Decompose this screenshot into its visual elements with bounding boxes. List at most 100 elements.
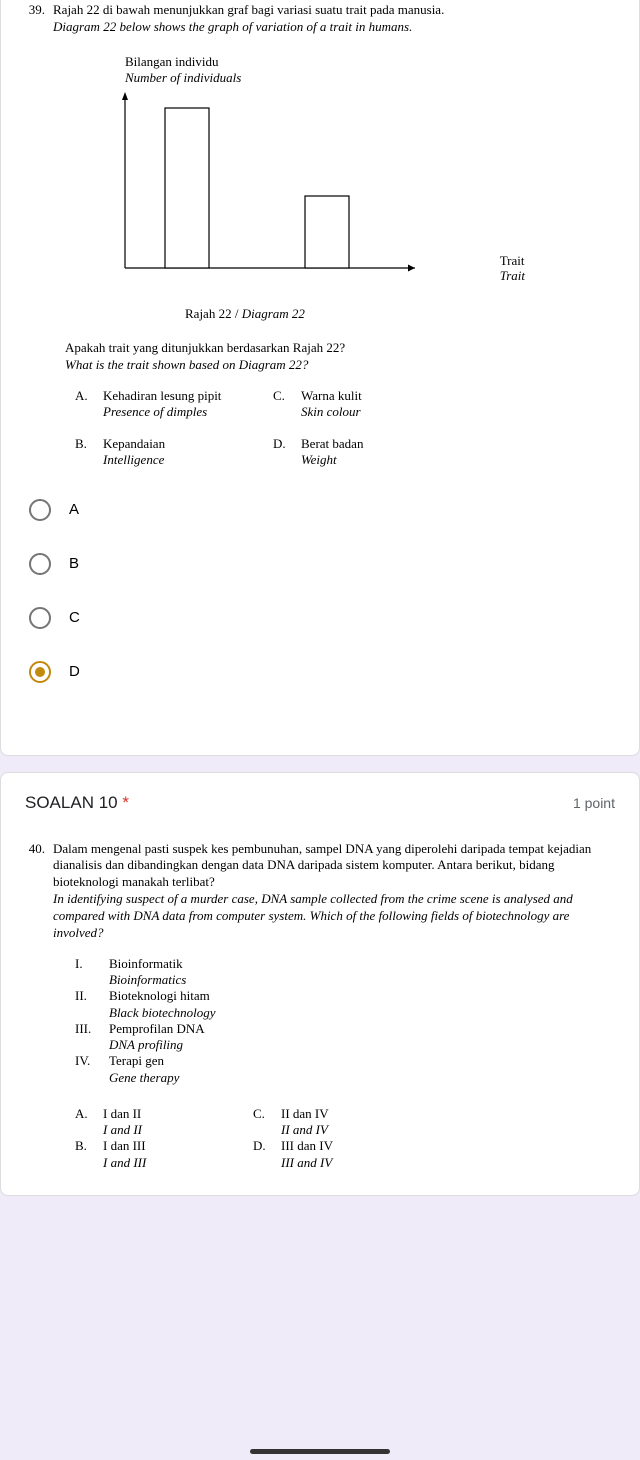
radio-label-d: D [69,663,80,680]
q40-option-table: A. I dan II I and II C. II dan IV II and… [75,1106,615,1171]
y-axis-arrow [122,92,128,100]
q40-opt-D-my: III dan IV [281,1138,333,1153]
radio-label-c: C [69,609,80,626]
points-label: 1 point [573,795,615,811]
opt-C-text: Warna kulit Skin colour [301,388,471,421]
section-title: SOALAN 10 * [25,793,129,813]
chart-y-label-my: Bilangan individu [125,54,219,69]
bar-2 [305,196,349,268]
q40-opt-B-label: B. [75,1138,103,1171]
list-item-iii: III. Pemprofilan DNA DNA profiling [75,1021,615,1054]
section-header: SOALAN 10 * 1 point [25,793,615,813]
q39-header: 39. Rajah 22 di bawah menunjukkan graf b… [25,2,615,36]
list-iii-en: DNA profiling [109,1037,205,1053]
list-ii-my: Bioteknologi hitam [109,988,210,1003]
radio-option-c[interactable]: C [29,607,615,629]
bar-1 [165,108,209,268]
chart-y-label: Bilangan individu Number of individuals [125,54,615,86]
radio-circle-a [29,499,51,521]
chart-caption: Rajah 22 / Diagram 22 [185,306,615,322]
list-iv-my: Terapi gen [109,1053,164,1068]
q40-opt-A-en: I and II [103,1122,253,1138]
q40-opt-D-en: III and IV [281,1155,431,1171]
q39-option-table: A. Kehadiran lesung pipit Presence of di… [75,388,615,469]
opt-B-my: Kepandaian [103,436,165,451]
opt-B-en: Intelligence [103,452,273,468]
opt-A-label: A. [75,388,103,421]
opt-A-text: Kehadiran lesung pipit Presence of dimpl… [103,388,273,421]
list-i-my: Bioinformatik [109,956,183,971]
list-iii-txt: Pemprofilan DNA DNA profiling [109,1021,205,1054]
opt-D-my: Berat badan [301,436,363,451]
list-iii-num: III. [75,1021,109,1054]
chart-container: Trait Trait [115,88,475,300]
opt-D-label: D. [273,436,301,469]
opt-C-label: C. [273,388,301,421]
radio-circle-d [29,661,51,683]
chart-caption-en: Diagram 22 [242,306,305,321]
radio-option-d[interactable]: D [29,661,615,683]
q39-subq-my: Apakah trait yang ditunjukkan berdasarka… [65,340,345,355]
list-ii-en: Black biotechnology [109,1005,216,1021]
list-i-en: Bioinformatics [109,972,186,988]
radio-circle-c [29,607,51,629]
list-item-ii: II. Bioteknologi hitam Black biotechnolo… [75,988,615,1021]
q40-opt-A-my: I dan II [103,1106,141,1121]
q40-opt-B-my: I dan III [103,1138,146,1153]
q40-opt-D-text: III dan IV III and IV [281,1138,431,1171]
q40-opt-C-text: II dan IV II and IV [281,1106,431,1139]
radio-circle-b [29,553,51,575]
q40-opt-D-label: D. [253,1138,281,1171]
q39-subquestion: Apakah trait yang ditunjukkan berdasarka… [65,340,615,374]
q40-list: I. Bioinformatik Bioinformatics II. Biot… [75,956,615,1086]
q39-opt-row-bd: B. Kepandaian Intelligence D. Berat bada… [75,436,615,469]
chart-x-label: Trait Trait [500,253,525,284]
opt-C-my: Warna kulit [301,388,362,403]
q40-header: 40. Dalam mengenal pasti suspek kes pemb… [25,841,615,942]
q39-subq-en: What is the trait shown based on Diagram… [65,357,615,374]
q40-opt-B-text: I dan III I and III [103,1138,253,1171]
q40-text-en: In identifying suspect of a murder case,… [53,891,615,942]
list-i-num: I. [75,956,109,989]
radio-dot-d [35,667,45,677]
bar-chart [115,88,435,288]
q40-opt-C-my: II dan IV [281,1106,329,1121]
question-40-card: SOALAN 10 * 1 point 40. Dalam mengenal p… [0,772,640,1196]
list-iv-num: IV. [75,1053,109,1086]
opt-C-en: Skin colour [301,404,471,420]
opt-D-text: Berat badan Weight [301,436,471,469]
list-item-i: I. Bioinformatik Bioinformatics [75,956,615,989]
opt-B-text: Kepandaian Intelligence [103,436,273,469]
radio-label-a: A [69,501,79,518]
q39-opt-row-ac: A. Kehadiran lesung pipit Presence of di… [75,388,615,421]
radio-option-b[interactable]: B [29,553,615,575]
list-ii-txt: Bioteknologi hitam Black biotechnology [109,988,216,1021]
q40-opt-A-label: A. [75,1106,103,1139]
chart-y-label-en: Number of individuals [125,70,241,85]
q40-opt-row-ac: A. I dan II I and II C. II dan IV II and… [75,1106,615,1139]
chart-wrap: Bilangan individu Number of individuals [65,54,615,322]
q40-opt-A-text: I dan II I and II [103,1106,253,1139]
chart-x-label-en: Trait [500,268,525,283]
opt-B-label: B. [75,436,103,469]
list-ii-num: II. [75,988,109,1021]
radio-option-a[interactable]: A [29,499,615,521]
required-star: * [122,793,129,812]
list-iv-txt: Terapi gen Gene therapy [109,1053,179,1086]
q40-text-my: Dalam mengenal pasti suspek kes pembunuh… [53,841,615,892]
radio-label-b: B [69,555,79,572]
home-indicator [250,1449,390,1454]
q40-opt-C-label: C. [253,1106,281,1139]
q40-opt-C-en: II and IV [281,1122,431,1138]
q39-text-my: Rajah 22 di bawah menunjukkan graf bagi … [53,2,444,19]
opt-A-my: Kehadiran lesung pipit [103,388,221,403]
q39-number: 39. [25,2,53,36]
chart-caption-my: Rajah 22 / [185,306,242,321]
opt-D-en: Weight [301,452,471,468]
chart-x-label-my: Trait [500,253,525,268]
q40-number: 40. [25,841,53,942]
list-item-iv: IV. Terapi gen Gene therapy [75,1053,615,1086]
list-iv-en: Gene therapy [109,1070,179,1086]
q39-text-en: Diagram 22 below shows the graph of vari… [53,19,444,36]
question-39-card: 39. Rajah 22 di bawah menunjukkan graf b… [0,0,640,756]
